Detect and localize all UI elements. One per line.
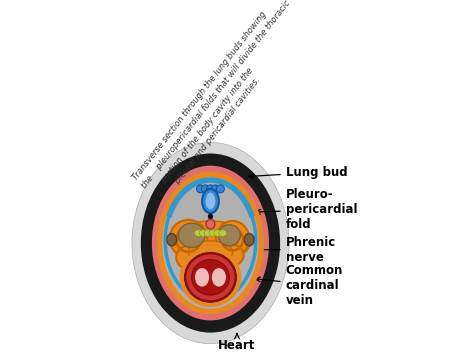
Ellipse shape xyxy=(216,221,249,256)
Ellipse shape xyxy=(208,214,213,219)
Text: Heart: Heart xyxy=(219,333,255,352)
Ellipse shape xyxy=(152,166,269,321)
Text: Pleuro-
pericardial
fold: Pleuro- pericardial fold xyxy=(255,189,357,231)
Ellipse shape xyxy=(197,185,204,193)
Ellipse shape xyxy=(194,230,202,236)
Ellipse shape xyxy=(217,244,244,266)
Ellipse shape xyxy=(207,185,214,193)
Ellipse shape xyxy=(211,185,219,193)
Ellipse shape xyxy=(171,221,250,263)
Ellipse shape xyxy=(206,219,215,229)
Ellipse shape xyxy=(167,234,177,246)
Ellipse shape xyxy=(199,230,207,236)
Ellipse shape xyxy=(170,220,207,257)
Ellipse shape xyxy=(188,241,233,263)
Ellipse shape xyxy=(132,142,289,344)
Ellipse shape xyxy=(185,253,236,302)
Ellipse shape xyxy=(201,185,210,193)
Ellipse shape xyxy=(176,245,205,269)
Ellipse shape xyxy=(214,230,222,236)
Text: Phrenic
nerve: Phrenic nerve xyxy=(258,236,336,264)
Ellipse shape xyxy=(191,260,229,295)
Ellipse shape xyxy=(218,225,240,246)
Ellipse shape xyxy=(217,185,224,193)
Ellipse shape xyxy=(178,223,205,247)
Ellipse shape xyxy=(161,176,260,311)
Ellipse shape xyxy=(206,193,215,209)
Ellipse shape xyxy=(219,230,227,236)
Text: Lung bud: Lung bud xyxy=(249,166,347,179)
Ellipse shape xyxy=(209,230,217,236)
Ellipse shape xyxy=(244,234,254,246)
Ellipse shape xyxy=(212,268,226,286)
Ellipse shape xyxy=(202,189,219,213)
Ellipse shape xyxy=(141,153,280,333)
Text: Transverse section through the lung buds showing
the    pleuropericardial folds : Transverse section through the lung buds… xyxy=(131,0,311,204)
Ellipse shape xyxy=(195,268,209,286)
Text: Common
cardinal
vein: Common cardinal vein xyxy=(255,263,343,307)
Ellipse shape xyxy=(204,230,212,236)
